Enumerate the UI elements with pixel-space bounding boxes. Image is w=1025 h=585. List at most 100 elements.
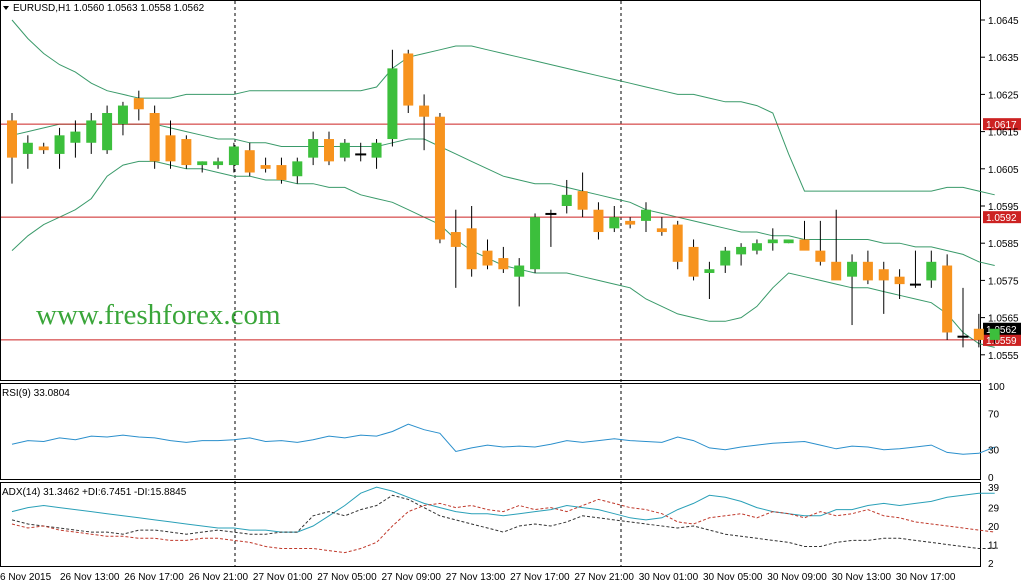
candle-body — [942, 265, 953, 333]
x-tick-label: 30 Nov 13:00 — [832, 572, 892, 583]
x-tick-label: 27 Nov 01:00 — [253, 572, 313, 583]
candle-body — [70, 131, 81, 143]
candle-body — [514, 265, 525, 277]
rsi-tick-label: 30 — [988, 446, 1000, 457]
candle-body — [609, 217, 620, 229]
y-tick-label: 1.0605 — [988, 165, 1019, 176]
adx-line — [11, 486, 995, 533]
candle-body — [878, 269, 889, 281]
x-tick-label: 6 Nov 2015 — [0, 572, 52, 583]
minus-di-line — [11, 498, 995, 554]
candle-body — [767, 239, 778, 244]
adx-tick-label: 20 — [988, 522, 1000, 533]
bollinger-upper-line — [11, 19, 995, 196]
y-tick-label: 1.0625 — [988, 90, 1019, 101]
candle-body — [355, 153, 367, 156]
candle-body — [862, 261, 873, 281]
level-price-tag — [983, 211, 1021, 224]
candle-body — [244, 150, 255, 173]
level-price-label: 1.0617 — [986, 120, 1017, 131]
candle-body — [54, 135, 65, 154]
candle-body — [957, 335, 969, 338]
candle-body — [324, 139, 334, 162]
y-tick-label: 1.0595 — [988, 202, 1019, 213]
candle-body — [736, 246, 747, 255]
candle-body — [831, 261, 842, 281]
x-tick-label: 26 Nov 13:00 — [60, 572, 120, 583]
candle-body — [419, 105, 430, 117]
rsi-label: RSI(9) 33.0804 — [2, 388, 70, 399]
x-tick-label: 27 Nov 21:00 — [574, 572, 634, 583]
candle-body — [387, 68, 398, 140]
candle-body — [530, 217, 541, 270]
candle-body — [561, 194, 572, 206]
candle-body — [783, 239, 794, 244]
candle-body — [339, 142, 350, 158]
adx-tick-label: 2 — [988, 559, 994, 570]
candle-body — [149, 113, 160, 162]
symbol-header: EURUSD,H1 1.0560 1.0563 1.0558 1.0562 — [13, 3, 205, 14]
level-price-label: 1.0592 — [986, 213, 1017, 224]
candle-body — [545, 212, 557, 215]
y-tick-label: 1.0645 — [988, 16, 1019, 27]
candle-body — [894, 276, 905, 285]
candle-body — [815, 250, 826, 262]
candle-body — [102, 113, 113, 151]
candle-body — [213, 161, 224, 166]
adx-tick-label: 11 — [988, 540, 999, 551]
candle-body — [276, 165, 287, 180]
rsi-tick-label: 0 — [988, 473, 994, 484]
adx-label: ADX(14) 31.3462 +DI:6.7451 -DI:15.8845 — [2, 487, 187, 498]
candle-body — [165, 135, 176, 162]
adx-panel-frame — [0, 482, 981, 567]
candle-body — [720, 250, 731, 266]
candle-body — [308, 139, 319, 158]
current-price-label: 1.0562 — [986, 325, 1017, 336]
candle-body — [403, 53, 414, 106]
candle-body — [292, 161, 303, 177]
candle-body — [482, 250, 493, 266]
level-price-tag — [983, 118, 1021, 131]
x-tick-label: 26 Nov 21:00 — [189, 572, 249, 583]
candle-body — [133, 98, 144, 110]
rsi-panel-frame — [0, 383, 981, 480]
watermark: www.freshforex.com — [36, 299, 281, 331]
candle-body — [197, 161, 208, 166]
y-tick-label: 1.0585 — [988, 239, 1019, 250]
candle-body — [181, 139, 192, 166]
candle-body — [688, 246, 699, 277]
x-tick-label: 27 Nov 17:00 — [510, 572, 570, 583]
candle-body — [799, 239, 810, 251]
x-tick-label: 27 Nov 05:00 — [317, 572, 377, 583]
bollinger-middle-line — [11, 123, 995, 266]
x-tick-label: 27 Nov 09:00 — [382, 572, 442, 583]
x-tick-label: 26 Nov 17:00 — [124, 572, 184, 583]
level-price-label: 1.0559 — [986, 336, 1017, 347]
candle-body — [926, 261, 937, 281]
candle-body — [704, 269, 715, 273]
y-tick-label: 1.0635 — [988, 53, 1019, 64]
x-tick-label: 30 Nov 01:00 — [639, 572, 699, 583]
y-tick-label: 1.0615 — [988, 128, 1019, 139]
candle-body — [847, 261, 858, 277]
x-tick-label: 30 Nov 17:00 — [896, 572, 956, 583]
main-panel-frame — [0, 0, 981, 381]
y-tick-label: 1.0555 — [988, 351, 1019, 362]
plus-di-line — [11, 494, 995, 549]
rsi-tick-label: 100 — [988, 382, 1005, 393]
candle-body — [434, 116, 445, 240]
x-tick-label: 30 Nov 09:00 — [767, 572, 827, 583]
candle-body — [7, 120, 17, 158]
candle-body — [450, 232, 461, 247]
dropdown-arrow-icon[interactable] — [3, 6, 9, 10]
rsi-tick-label: 70 — [988, 409, 1000, 420]
rsi-line — [11, 423, 995, 455]
y-tick-label: 1.0575 — [988, 276, 1019, 287]
candle-body — [973, 328, 984, 340]
adx-tick-label: 39 — [988, 483, 1000, 494]
candle-body — [672, 224, 683, 262]
y-tick-label: 1.0565 — [988, 314, 1019, 325]
candle-body — [22, 142, 33, 154]
